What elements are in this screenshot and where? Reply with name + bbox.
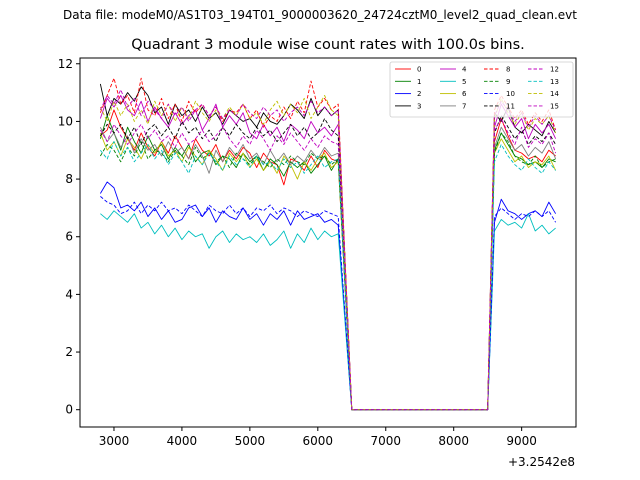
x-tick-label: 6000	[303, 434, 334, 448]
legend-label-4: 4	[462, 66, 467, 74]
legend-label-11: 11	[506, 102, 515, 110]
legend-label-8: 8	[506, 66, 510, 74]
y-tick-label: 8	[65, 172, 73, 186]
legend-label-7: 7	[462, 102, 466, 110]
legend-label-10: 10	[506, 90, 515, 98]
legend-label-0: 0	[417, 66, 421, 74]
series-layer	[99, 77, 557, 411]
y-tick-label: 0	[65, 403, 73, 417]
series-line-12	[99, 118, 557, 411]
x-tick-label: 7000	[370, 434, 401, 448]
series-line-7	[99, 126, 557, 411]
y-tick-label: 2	[65, 345, 73, 359]
legend-label-1: 1	[417, 78, 421, 86]
series-line-10	[100, 196, 557, 411]
legend-label-15: 15	[550, 102, 559, 110]
legend-label-3: 3	[417, 102, 421, 110]
series-line-13	[100, 141, 556, 411]
legend-label-9: 9	[506, 78, 510, 86]
x-tick-label: 9000	[506, 434, 537, 448]
y-tick-label: 6	[65, 230, 73, 244]
y-tick-label: 12	[58, 57, 73, 71]
x-tick-label: 3000	[99, 434, 130, 448]
x-axis-offset-label: +3.2542e8	[508, 455, 575, 469]
series-line-15	[99, 89, 557, 411]
series-line-2	[99, 181, 557, 411]
y-axis: 0 2 4 6 8 10 12	[58, 57, 80, 417]
x-tick-label: 5000	[235, 434, 266, 448]
x-tick-label: 8000	[438, 434, 469, 448]
x-tick-label: 4000	[167, 434, 198, 448]
legend-box	[389, 61, 574, 118]
legend-label-6: 6	[462, 90, 467, 98]
legend-label-12: 12	[550, 66, 559, 74]
axes-frame	[79, 57, 577, 428]
series-line-5	[100, 210, 556, 411]
series-line-6	[99, 132, 557, 411]
series-line-3	[99, 83, 557, 411]
series-line-1	[99, 115, 556, 411]
figure-suptitle: Data file: modeM0/AS1T03_194T01_90000036…	[63, 8, 577, 22]
series-line-9	[99, 132, 556, 411]
x-axis: 3000 4000 5000 6000 7000 8000 9000	[99, 427, 537, 448]
legend-label-13: 13	[550, 78, 559, 86]
legend-label-5: 5	[462, 78, 466, 86]
chart-title: Quadrant 3 module wise count rates with …	[131, 37, 525, 53]
legend-label-14: 14	[550, 90, 559, 98]
y-tick-label: 4	[65, 287, 73, 301]
legend-label-2: 2	[417, 90, 421, 98]
series-line-0	[100, 109, 556, 411]
y-tick-label: 10	[58, 114, 73, 128]
series-line-11	[99, 115, 557, 411]
